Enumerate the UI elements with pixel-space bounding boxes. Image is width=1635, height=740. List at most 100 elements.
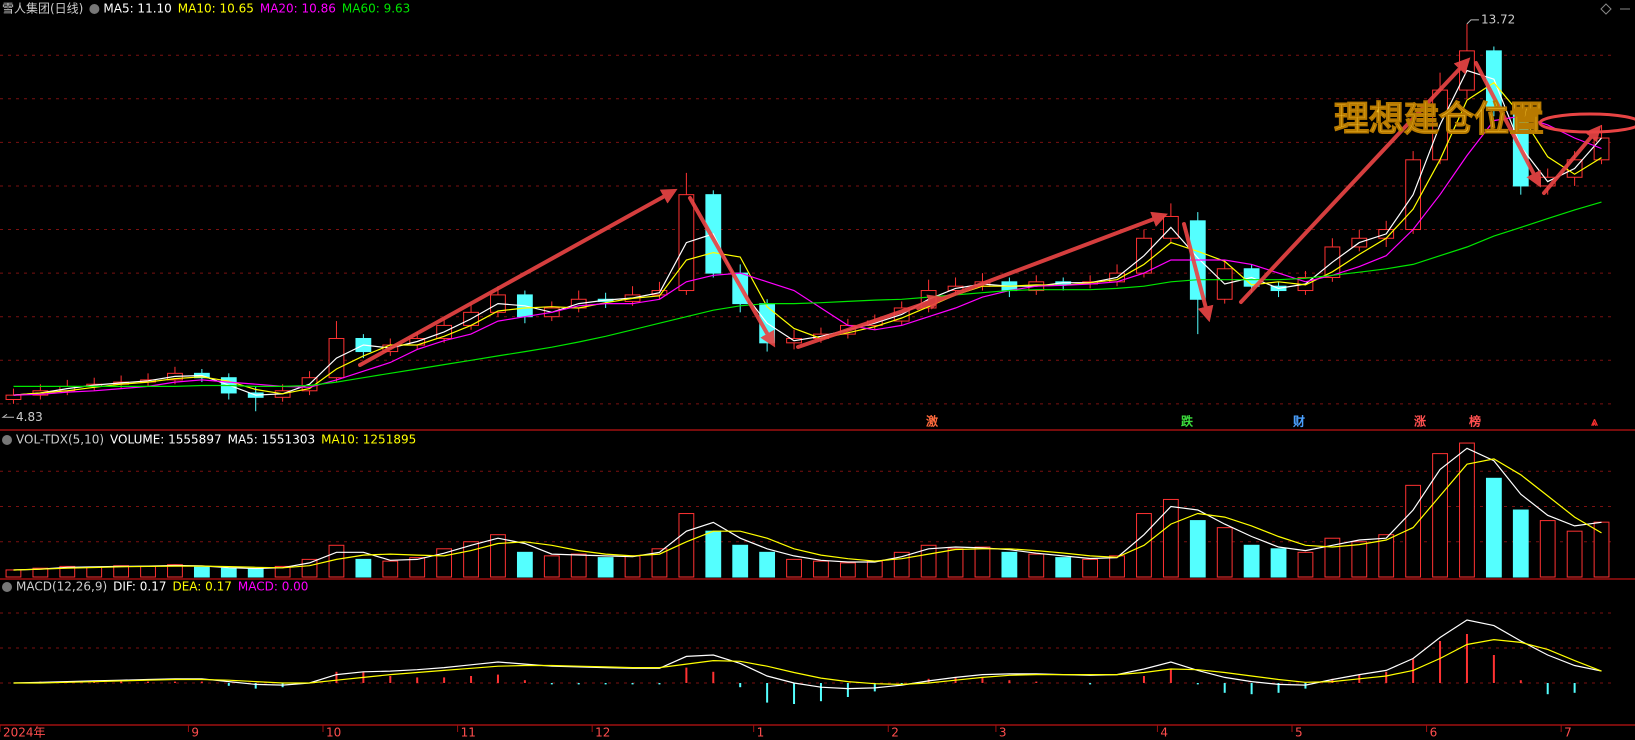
volume-bar bbox=[1189, 520, 1206, 578]
arrow bbox=[1474, 61, 1541, 188]
x-tick-label: 12 bbox=[595, 726, 610, 740]
volume-bar bbox=[86, 566, 103, 578]
volume-bar bbox=[1432, 453, 1448, 578]
highlight-ellipse bbox=[1538, 112, 1635, 134]
volume-bar bbox=[624, 555, 641, 578]
candle-body bbox=[5, 394, 22, 400]
volume-bar bbox=[786, 558, 802, 578]
volume-bar bbox=[893, 551, 910, 578]
series-line bbox=[13, 458, 1602, 571]
header-text: VOLUME: 1555897 bbox=[110, 433, 222, 447]
volume-bar bbox=[32, 567, 49, 578]
volume-bar bbox=[1216, 527, 1233, 578]
x-tick-label: 11 bbox=[461, 726, 476, 740]
x-tick-label: 2 bbox=[891, 726, 899, 740]
volume-bar bbox=[1593, 521, 1610, 578]
event-tag: 财 bbox=[1292, 414, 1305, 429]
volume-bar bbox=[1512, 509, 1529, 578]
volume-bar bbox=[1055, 557, 1072, 578]
series-line bbox=[13, 638, 1602, 686]
x-tick-label: 2024年 bbox=[3, 726, 46, 740]
arrow bbox=[1182, 222, 1214, 323]
volume-bar bbox=[1405, 484, 1422, 578]
volume-bar bbox=[1243, 544, 1260, 578]
arrow bbox=[916, 211, 1168, 310]
window-icon[interactable] bbox=[1600, 3, 1612, 15]
series-line bbox=[13, 619, 1602, 690]
event-tag: 榜 bbox=[1469, 414, 1481, 429]
header-text: MA10: 1251895 bbox=[321, 433, 416, 447]
header-text: VOL-TDX(5,10) bbox=[16, 433, 104, 447]
volume-bar bbox=[1566, 530, 1583, 578]
volume-bar bbox=[705, 530, 722, 578]
volume-bar bbox=[866, 560, 883, 578]
x-tick-label: 5 bbox=[1295, 726, 1303, 740]
volume-bar bbox=[1351, 541, 1368, 578]
volume-bar bbox=[490, 534, 506, 578]
arrow bbox=[688, 196, 776, 348]
trend-arrows bbox=[358, 57, 1602, 367]
candle-body bbox=[1593, 137, 1610, 161]
volume-bar bbox=[974, 546, 991, 578]
arrow bbox=[796, 294, 945, 349]
x-tick-label: 3 bbox=[999, 726, 1007, 740]
volume-bar bbox=[813, 560, 829, 578]
event-tag: 跌 bbox=[1181, 414, 1194, 429]
volume-bar bbox=[1270, 548, 1287, 578]
volume-bar bbox=[1324, 537, 1341, 578]
header-text: 雪人集团(日线) bbox=[2, 1, 83, 16]
header-text: MA10: 10.65 bbox=[178, 2, 254, 16]
volume-bar bbox=[651, 548, 668, 578]
header-text: MA5: 11.10 bbox=[103, 2, 171, 16]
header-text: DEA: 0.17 bbox=[172, 580, 231, 594]
header-text: MA60: 9.63 bbox=[342, 2, 410, 16]
volume-bar bbox=[1378, 534, 1395, 578]
arrow bbox=[1542, 125, 1602, 195]
volume-bar bbox=[947, 548, 964, 578]
volume-bar bbox=[1485, 477, 1502, 578]
volume-bar bbox=[1082, 558, 1099, 578]
menu-icon bbox=[89, 4, 100, 14]
volume-bar bbox=[1539, 520, 1556, 578]
volume-bar bbox=[220, 567, 237, 578]
volume-bar bbox=[570, 553, 587, 578]
header-text: MACD(12,26,9) bbox=[16, 580, 107, 594]
volume-bar bbox=[355, 558, 372, 578]
x-tick-label: 4 bbox=[1160, 726, 1168, 740]
volume-bar bbox=[409, 557, 426, 578]
max-pointer bbox=[1466, 19, 1479, 25]
x-tick-label: 7 bbox=[1564, 726, 1572, 740]
volume-bar bbox=[597, 557, 614, 578]
menu-icon bbox=[2, 582, 12, 592]
volume-bar bbox=[759, 551, 776, 578]
max-label: 13.72 bbox=[1481, 12, 1515, 26]
header-text: MA20: 10.86 bbox=[260, 2, 336, 16]
volume-bar bbox=[301, 558, 318, 578]
event-tag: 激 bbox=[926, 414, 938, 429]
header-text: MA5: 1551303 bbox=[228, 433, 316, 447]
volume-bar bbox=[1459, 442, 1475, 578]
volume-bar bbox=[113, 565, 130, 578]
volume-bar bbox=[167, 564, 183, 578]
volume-bar bbox=[1162, 498, 1179, 578]
arrow bbox=[1239, 57, 1471, 304]
volume-bar bbox=[463, 541, 479, 578]
min-pointer bbox=[1, 413, 14, 418]
volume-bar bbox=[516, 551, 533, 578]
series-line bbox=[13, 81, 1602, 396]
volume-bar bbox=[59, 565, 76, 578]
min-label: 4.83 bbox=[16, 410, 43, 424]
volume-bar bbox=[1028, 553, 1045, 578]
menu-icon bbox=[2, 435, 12, 445]
volume-bar bbox=[193, 566, 210, 578]
series-line bbox=[13, 69, 1602, 396]
arrow bbox=[358, 188, 678, 367]
volume-bar bbox=[382, 560, 399, 578]
x-tick-label: 6 bbox=[1430, 726, 1438, 740]
volume-bar bbox=[678, 513, 695, 578]
x-tick-label: 1 bbox=[757, 726, 765, 740]
